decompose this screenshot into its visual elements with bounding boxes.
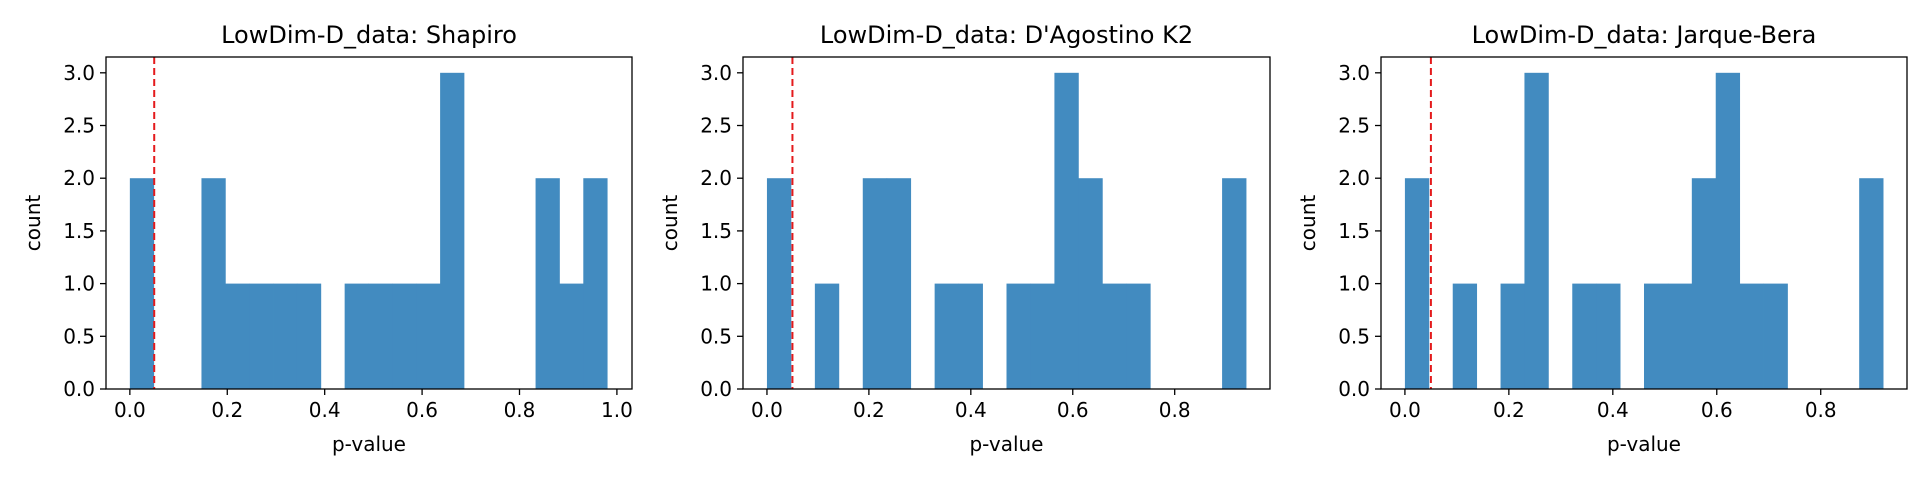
y-tick-label: 2.5 [63, 114, 95, 138]
histogram-bar [1667, 283, 1693, 389]
x-tick-label: 0.8 [1805, 398, 1837, 422]
y-tick-label: 1.5 [63, 219, 95, 243]
y-tick-label: 0.5 [1338, 324, 1370, 348]
histogram-bar [934, 283, 959, 389]
y-axis-label: count [21, 195, 45, 252]
x-tick-label: 0.0 [114, 398, 146, 422]
histogram-bar [559, 283, 584, 389]
x-tick-label: 0.0 [1389, 398, 1421, 422]
x-tick-label: 0.4 [955, 398, 987, 422]
y-tick-label: 2.0 [63, 166, 95, 190]
y-tick-label: 0.0 [1338, 377, 1370, 401]
histogram-bar [1222, 178, 1247, 389]
y-tick-label: 2.0 [700, 166, 732, 190]
histogram-bar [1691, 178, 1717, 389]
chart-title: LowDim-D_data: Jarque-Bera [1472, 21, 1817, 49]
y-tick-label: 1.0 [63, 272, 95, 296]
histogram-bar [1452, 283, 1478, 389]
histogram-bar [1715, 72, 1741, 389]
histogram-bar [1763, 283, 1788, 389]
y-tick-label: 0.5 [700, 324, 732, 348]
histogram-bar [766, 178, 792, 389]
y-tick-label: 0.5 [63, 324, 95, 348]
histogram-panel-2: 0.0 0.2 0.4 0.6 0.8 0.0 0.5 1.0 1.5 2.0 2.5 3.0 LowD… [658, 21, 1271, 456]
x-tick-label: 0.2 [1493, 398, 1525, 422]
y-tick-label: 1.5 [1338, 219, 1370, 243]
x-tick-label: 0.2 [211, 398, 243, 422]
histogram-bar [1596, 283, 1621, 389]
y-tick-label: 2.5 [1338, 114, 1370, 138]
histogram-bar [535, 178, 560, 389]
chart-title: LowDim-D_data: D'Agostino K2 [820, 21, 1193, 49]
histogram-bar [249, 283, 274, 389]
histogram-bar [273, 283, 298, 389]
y-tick-label: 1.5 [700, 219, 732, 243]
x-tick-label: 0.6 [1057, 398, 1089, 422]
histogram-bar [416, 283, 441, 389]
chart-title: LowDim-D_data: Shapiro [221, 21, 517, 49]
x-tick-label: 0.0 [751, 398, 783, 422]
histogram-bar [1102, 283, 1127, 389]
histogram-bar [958, 283, 983, 389]
histogram-bar [862, 178, 888, 389]
histogram-bar [368, 283, 393, 389]
histogram-bar [129, 178, 155, 389]
histogram-bar [1006, 283, 1031, 389]
x-tick-label: 1.0 [601, 398, 633, 422]
y-tick-label: 3.0 [700, 61, 732, 85]
x-tick-label: 0.8 [1159, 398, 1191, 422]
x-axis-label: p-value [969, 432, 1043, 456]
histogram-bar [886, 178, 912, 389]
y-tick-label: 3.0 [63, 61, 95, 85]
y-tick-label: 2.0 [1338, 166, 1370, 190]
histogram-bar [296, 283, 322, 389]
x-tick-label: 0.6 [1701, 398, 1733, 422]
histogram-bar [1524, 72, 1549, 389]
y-axis-label: count [658, 195, 682, 252]
x-tick-label: 0.4 [309, 398, 341, 422]
y-tick-label: 3.0 [1338, 61, 1370, 85]
histogram-bar [814, 283, 840, 389]
histogram-bar [392, 283, 417, 389]
axes-frame [105, 56, 633, 390]
y-tick-label: 1.0 [700, 272, 732, 296]
histogram-bar [1859, 178, 1884, 389]
x-tick-label: 0.2 [853, 398, 885, 422]
histogram-bar [1739, 283, 1764, 389]
y-axis-label: count [1296, 195, 1320, 252]
histogram-bar [201, 178, 226, 389]
histogram-bar [1404, 178, 1430, 389]
x-tick-label: 0.4 [1597, 398, 1629, 422]
axes-frame [1380, 56, 1908, 390]
y-tick-label: 1.0 [1338, 272, 1370, 296]
histogram-bar [1054, 72, 1079, 389]
y-tick-label: 0.0 [63, 377, 95, 401]
y-tick-label: 2.5 [700, 114, 732, 138]
histogram-bar [344, 283, 369, 389]
x-axis-label: p-value [332, 432, 406, 456]
histogram-bar [440, 72, 465, 389]
histogram-bar [583, 178, 608, 389]
histogram-bar [1078, 178, 1103, 389]
histogram-bar [1644, 283, 1669, 389]
axes-frame [742, 56, 1271, 390]
x-axis-label: p-value [1607, 432, 1681, 456]
histogram-bar [225, 283, 250, 389]
histogram-bar [1126, 283, 1151, 389]
y-tick-label: 0.0 [700, 377, 732, 401]
histogram-panel-1: 0.0 0.2 0.4 0.6 0.8 1.0 0.0 0.5 1.0 1.5 2.0 2.5 3.0 L… [21, 21, 633, 456]
histogram-panel-3: 0.0 0.2 0.4 0.6 0.8 0.0 0.5 1.0 1.5 2.0 2.5 3.0 LowD… [1296, 21, 1908, 456]
x-tick-label: 0.6 [406, 398, 438, 422]
histogram-bar [1572, 283, 1597, 389]
histogram-bar [1030, 283, 1055, 389]
x-tick-label: 0.8 [504, 398, 536, 422]
histogram-bar [1500, 283, 1525, 389]
